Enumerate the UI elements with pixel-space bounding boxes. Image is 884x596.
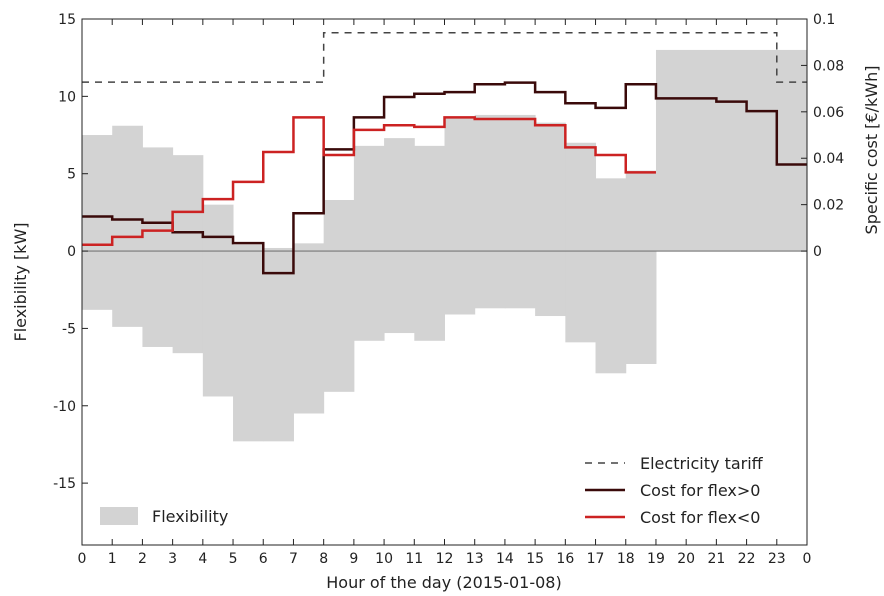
flexibility-bar xyxy=(112,125,143,327)
x-tick-label: 10 xyxy=(375,551,393,567)
flexibility-bar xyxy=(625,170,657,364)
flexibility-bar xyxy=(474,114,506,309)
x-tick-label: 2 xyxy=(138,551,147,567)
legend: Flexibility Electricity tariff Cost for … xyxy=(100,454,764,527)
y-right-tick-label: 0.04 xyxy=(813,151,844,167)
legend-tariff-label: Electricity tariff xyxy=(640,454,764,473)
x-tick-label: 3 xyxy=(168,551,177,567)
flexibility-bar xyxy=(82,135,113,310)
flexibility-area xyxy=(82,49,808,442)
tariff-line xyxy=(82,31,807,83)
x-tick-label: 5 xyxy=(229,551,238,567)
x-tick-label: 23 xyxy=(768,551,786,567)
x-tick-label: 19 xyxy=(647,551,665,567)
x-tick-label: 8 xyxy=(319,551,328,567)
legend-flexibility-label: Flexibility xyxy=(152,507,228,526)
flexibility-bar xyxy=(323,200,355,392)
cost-flex-neg-line xyxy=(82,116,656,247)
flexibility-bar xyxy=(565,142,597,343)
y-right-tick-label: 0.1 xyxy=(813,12,835,28)
y-left-tick-label: 5 xyxy=(67,167,76,183)
flexibility-bar xyxy=(504,114,536,309)
y-right-tick-label: 0.06 xyxy=(813,105,844,121)
flexibility-bar xyxy=(202,204,234,397)
flexibility-bar xyxy=(384,138,415,334)
y-left-tick-label: 10 xyxy=(58,89,76,105)
flexibility-bar xyxy=(686,49,717,252)
x-tick-label: 18 xyxy=(617,551,635,567)
y-left-tick-label: -10 xyxy=(53,399,76,415)
flexibility-bar xyxy=(263,247,294,442)
y-left-tick-label: 15 xyxy=(58,12,76,28)
x-tick-label: 1 xyxy=(108,551,117,567)
x-tick-label: 11 xyxy=(405,551,423,567)
series-lines xyxy=(82,31,807,275)
x-tick-label: 14 xyxy=(496,551,514,567)
x-tick-label: 21 xyxy=(707,551,725,567)
x-tick-label: 0 xyxy=(803,551,812,567)
x-tick-label: 17 xyxy=(587,551,605,567)
y-left-tick-label: -5 xyxy=(62,321,76,337)
flexibility-bar xyxy=(746,49,778,252)
x-tick-label: 16 xyxy=(556,551,574,567)
y-right-tick-label: 0.08 xyxy=(813,58,844,74)
y-left-tick-label: -15 xyxy=(53,476,76,492)
flexibility-bar xyxy=(233,244,264,442)
x-axis-label: Hour of the day (2015-01-08) xyxy=(326,573,561,592)
y-left-tick-label: 0 xyxy=(67,244,76,260)
flexibility-bar xyxy=(172,155,204,354)
x-tick-label: 12 xyxy=(436,551,454,567)
y-axis-label-left: Flexibility [kW] xyxy=(11,222,30,341)
x-tick-label: 20 xyxy=(677,551,695,567)
flexibility-bar xyxy=(535,122,566,317)
x-tick-label: 0 xyxy=(78,551,87,567)
x-tick-label: 6 xyxy=(259,551,268,567)
x-tick-label: 9 xyxy=(349,551,358,567)
flexibility-bar xyxy=(414,145,445,341)
legend-flexneg-label: Cost for flex<0 xyxy=(640,508,760,527)
x-tick-label: 4 xyxy=(198,551,207,567)
x-tick-label: 15 xyxy=(526,551,544,567)
cost-flex-pos-line xyxy=(82,81,807,275)
flexibility-bar xyxy=(595,178,627,374)
legend-flexibility-swatch xyxy=(100,507,138,525)
flexibility-bar xyxy=(776,49,808,252)
flexibility-bar xyxy=(716,49,748,252)
y-right-tick-label: 0.02 xyxy=(813,198,844,214)
flexibility-bar xyxy=(293,243,325,414)
flexibility-bar xyxy=(142,147,174,347)
y-axis-label-right: Specific cost [€/kWh] xyxy=(862,66,881,235)
flexibility-bar xyxy=(353,145,385,341)
flexibility-bar xyxy=(444,118,476,315)
legend-flexpos-label: Cost for flex>0 xyxy=(640,481,760,500)
y-right-tick-label: 0 xyxy=(813,244,822,260)
axis-ticks: 0 1 2 3 4 5 6 7 8 9 10 11 12 13 14 15 16 17 18 19 20 21 22 23 01… xyxy=(53,12,844,567)
flexibility-bar xyxy=(655,49,687,252)
x-tick-label: 22 xyxy=(738,551,756,567)
x-tick-label: 7 xyxy=(289,551,298,567)
x-tick-label: 13 xyxy=(466,551,484,567)
